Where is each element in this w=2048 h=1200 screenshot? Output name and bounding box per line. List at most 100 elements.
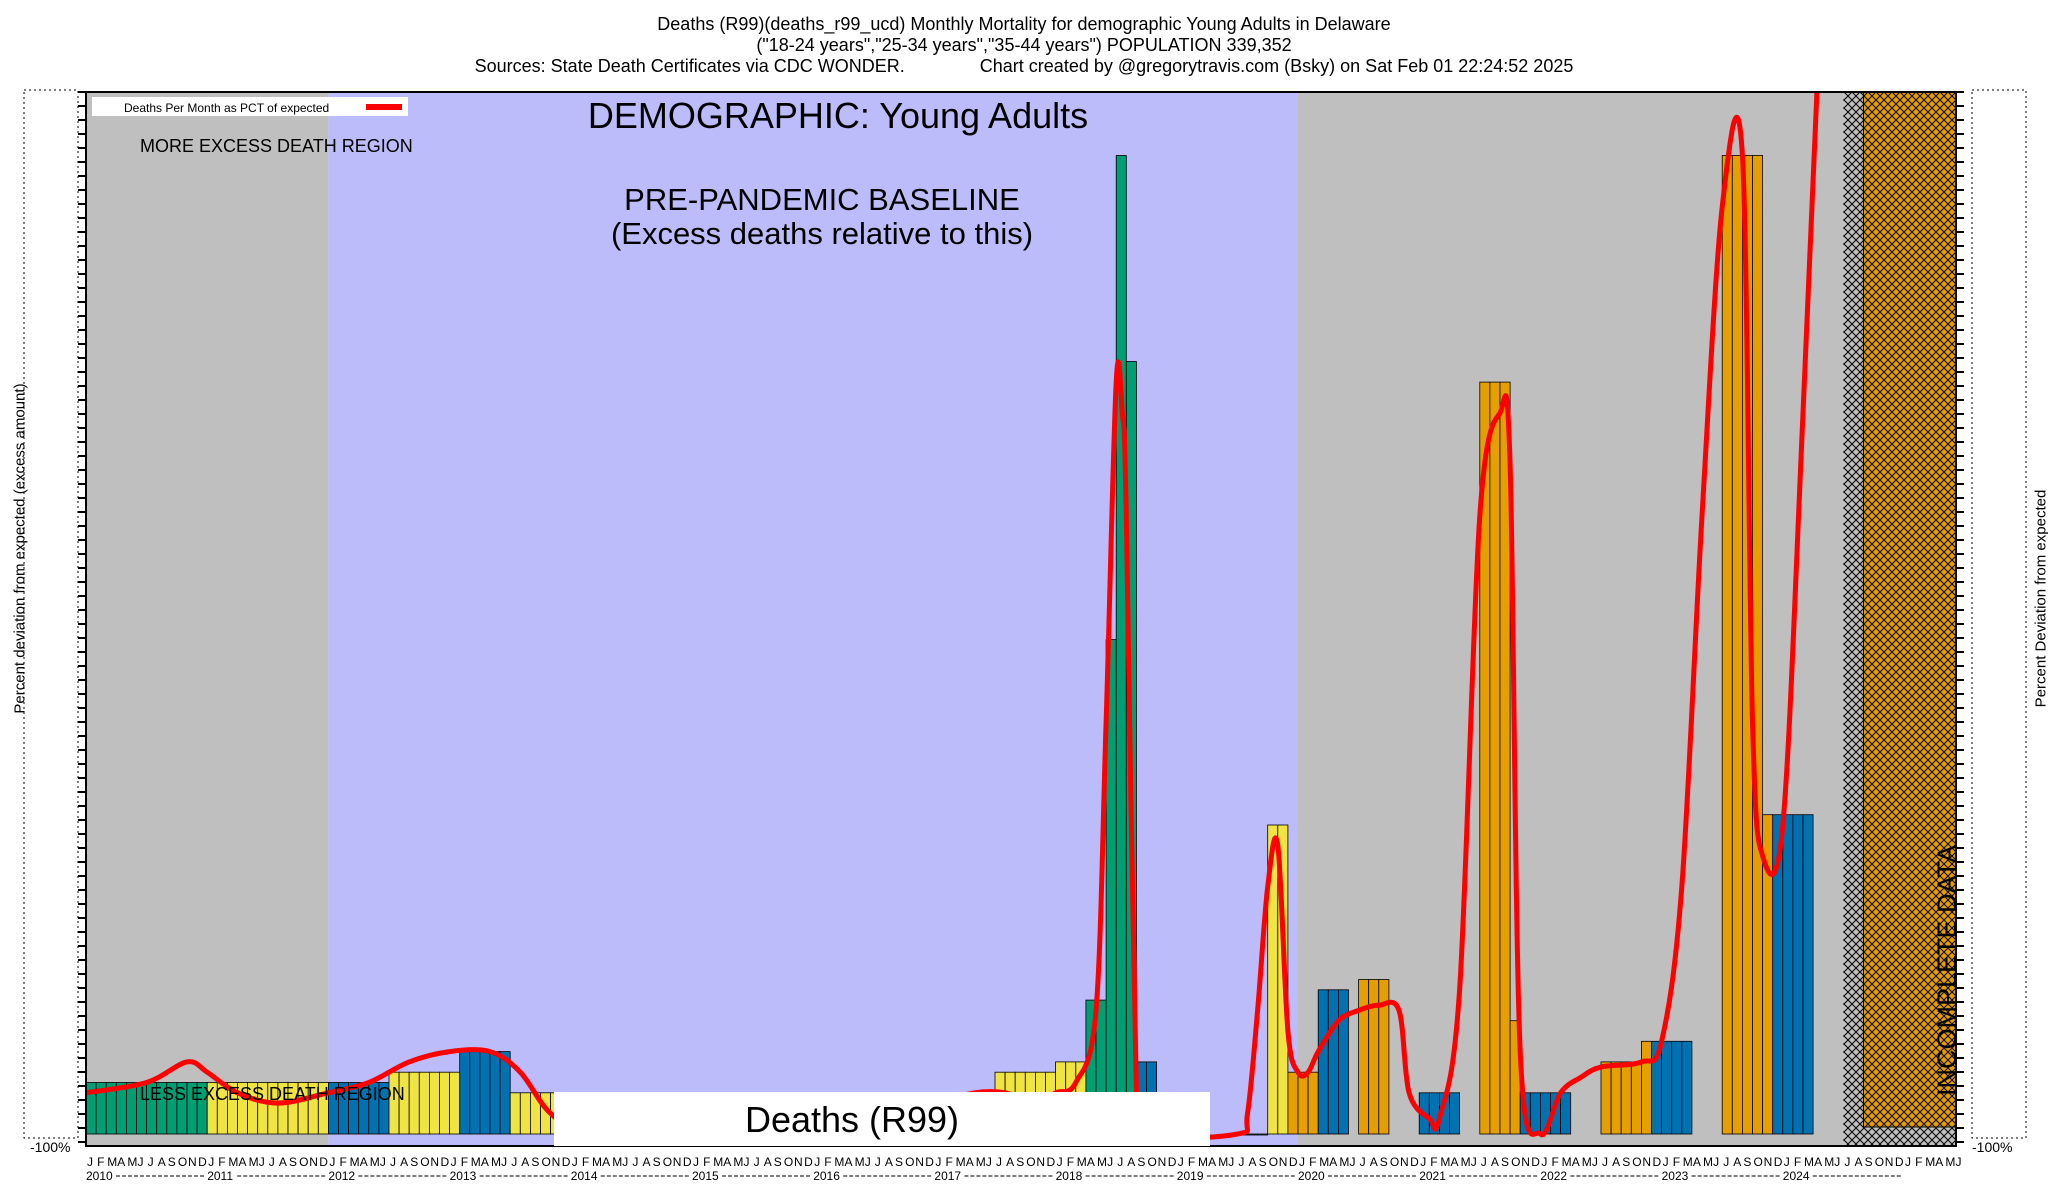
bar (1641, 1040, 1652, 1135)
month-tick-label: A (117, 1155, 125, 1169)
month-tick-label: N (1764, 1155, 1773, 1169)
month-tick-label: O (1269, 1155, 1278, 1169)
month-tick-label: A (1612, 1155, 1620, 1169)
month-tick-label: A (1451, 1155, 1459, 1169)
month-tick-label: J (1420, 1155, 1426, 1169)
month-tick-label: J (1784, 1155, 1790, 1169)
month-tick-label: D (1531, 1155, 1540, 1169)
month-tick-label: D (1289, 1155, 1298, 1169)
month-tick-label: O (542, 1155, 551, 1169)
bar (408, 1071, 420, 1135)
month-tick-label: O (663, 1155, 672, 1169)
bar (1610, 1061, 1622, 1135)
month-tick-label: J (1238, 1155, 1244, 1169)
month-tick-label: S (774, 1155, 782, 1169)
baseline-label-line1: PRE-PANDEMIC BASELINE (624, 182, 1020, 217)
month-tick-label: D (1410, 1155, 1419, 1169)
bar (1782, 814, 1794, 1135)
month-tick-label: N (1521, 1155, 1530, 1169)
month-tick-label: M (956, 1155, 966, 1169)
month-tick-label: F (1309, 1155, 1316, 1169)
month-tick-label: F (946, 1155, 953, 1169)
year-tick-label: 2012 (328, 1169, 355, 1183)
month-tick-label: D (441, 1155, 450, 1169)
bar (1499, 381, 1511, 1135)
month-tick-label: O (1026, 1155, 1035, 1169)
bar (1792, 814, 1804, 1135)
bar (509, 1092, 521, 1135)
month-tick-label: J (1541, 1155, 1547, 1169)
month-tick-label: F (1673, 1155, 1680, 1169)
bar (459, 1051, 471, 1135)
month-tick-label: S (1016, 1155, 1024, 1169)
month-tick-label: A (1087, 1155, 1095, 1169)
month-tick-label: M (1703, 1155, 1713, 1169)
month-tick-label: J (1228, 1155, 1234, 1169)
bar (1731, 155, 1743, 1135)
month-tick-label: N (1642, 1155, 1651, 1169)
incomplete-data-label: INCOMPLETE DATA (1932, 845, 1962, 1096)
month-tick-label: J (1592, 1155, 1598, 1169)
month-tick-label: J (875, 1155, 881, 1169)
month-tick-label: M (834, 1155, 844, 1169)
month-tick-label: D (1047, 1155, 1056, 1169)
month-tick-label: F (1915, 1155, 1922, 1169)
month-tick-label: J (632, 1155, 638, 1169)
month-tick-label: M (592, 1155, 602, 1169)
month-tick-label: O (1390, 1155, 1399, 1169)
bar (418, 1071, 430, 1135)
month-tick-label: J (451, 1155, 457, 1169)
month-tick-label: M (1077, 1155, 1087, 1169)
month-tick-label: S (168, 1155, 176, 1169)
month-tick-label: M (1198, 1155, 1208, 1169)
month-tick-label: D (1895, 1155, 1904, 1169)
month-tick-label: F (218, 1155, 225, 1169)
year-tick-label: 2022 (1540, 1169, 1567, 1183)
month-tick-label: S (1380, 1155, 1388, 1169)
month-tick-label: O (784, 1155, 793, 1169)
month-tick-label: F (1794, 1155, 1801, 1169)
month-tick-label: O (1148, 1155, 1157, 1169)
month-tick-label: J (693, 1155, 699, 1169)
bar (428, 1071, 440, 1135)
bar (1327, 989, 1339, 1135)
month-tick-label: A (360, 1155, 368, 1169)
month-tick-label: D (1774, 1155, 1783, 1169)
month-tick-label: D (804, 1155, 813, 1169)
month-tick-label: J (329, 1155, 335, 1169)
month-tick-label: M (1339, 1155, 1349, 1169)
month-tick-label: N (309, 1155, 318, 1169)
month-tick-label: A (966, 1155, 974, 1169)
cause-label-box: Deaths (R99) (554, 1092, 1210, 1146)
bar (1449, 1092, 1461, 1135)
month-tick-label: S (289, 1155, 297, 1169)
more-excess-region-label: MORE EXCESS DEATH REGION (140, 136, 413, 156)
bar (126, 1082, 137, 1135)
month-tick-label: M (612, 1155, 622, 1169)
month-tick-label: J (1713, 1155, 1719, 1169)
month-tick-label: A (1127, 1155, 1135, 1169)
month-tick-label: M (1582, 1155, 1592, 1169)
month-tick-label: A (1249, 1155, 1257, 1169)
less-excess-region-label: LESS EXCESS DEATH REGION (140, 1084, 405, 1104)
month-tick-label: M (1461, 1155, 1471, 1169)
month-tick-label: A (1006, 1155, 1014, 1169)
month-tick-label: J (622, 1155, 628, 1169)
month-tick-label: N (915, 1155, 924, 1169)
year-tick-label: 2020 (1298, 1169, 1325, 1183)
month-tick-label: O (299, 1155, 308, 1169)
month-tick-label: N (673, 1155, 682, 1169)
month-tick-label: M (1440, 1155, 1450, 1169)
month-tick-label: O (1754, 1155, 1763, 1169)
y-tick-labels-right (1971, 89, 2027, 1139)
month-tick-label: J (380, 1155, 386, 1169)
bar (489, 1051, 501, 1135)
month-tick-label: J (1471, 1155, 1477, 1169)
year-tick-label: 2013 (450, 1169, 477, 1183)
month-tick-label: M (1218, 1155, 1228, 1169)
month-tick-label: J (148, 1155, 154, 1169)
legend-label: Deaths Per Month as PCT of expected (124, 101, 329, 115)
month-tick-label: N (1158, 1155, 1167, 1169)
month-tick-label: M (1804, 1155, 1814, 1169)
month-tick-label: J (1178, 1155, 1184, 1169)
